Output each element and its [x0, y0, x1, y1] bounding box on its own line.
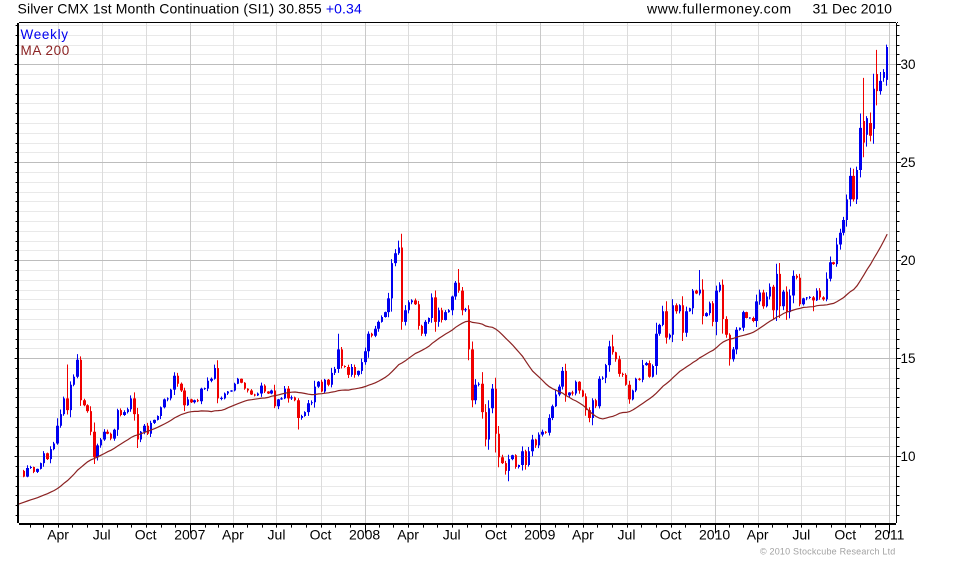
svg-text:Apr: Apr [397, 527, 419, 543]
svg-text:Jul: Jul [268, 527, 286, 543]
svg-text:Oct: Oct [834, 527, 856, 543]
svg-text:Oct: Oct [310, 527, 332, 543]
svg-text:Oct: Oct [660, 527, 682, 543]
svg-text:2009: 2009 [524, 527, 555, 543]
svg-text:10: 10 [901, 449, 916, 464]
svg-text:Silver CMX 1st Month Continuat: Silver CMX 1st Month Continuation (SI1) … [18, 1, 362, 17]
svg-text:Jul: Jul [443, 527, 461, 543]
svg-text:2010: 2010 [699, 527, 730, 543]
svg-text:2007: 2007 [174, 527, 205, 543]
svg-text:Jul: Jul [618, 527, 636, 543]
svg-text:Apr: Apr [747, 527, 769, 543]
svg-text:2011: 2011 [874, 527, 904, 543]
svg-text:Apr: Apr [47, 527, 69, 543]
svg-text:20: 20 [901, 253, 916, 268]
svg-text:Weekly: Weekly [21, 27, 69, 42]
svg-text:MA 200: MA 200 [21, 43, 70, 58]
svg-text:15: 15 [901, 351, 916, 366]
svg-text:Apr: Apr [222, 527, 244, 543]
svg-text:31 Dec 2010: 31 Dec 2010 [813, 1, 893, 17]
svg-text:Oct: Oct [485, 527, 507, 543]
svg-text:www.fullermoney.com: www.fullermoney.com [646, 1, 792, 17]
svg-text:25: 25 [901, 155, 916, 170]
svg-text:Oct: Oct [135, 527, 157, 543]
svg-text:Apr: Apr [572, 527, 594, 543]
svg-text:© 2010 Stockcube Research Ltd: © 2010 Stockcube Research Ltd [760, 547, 896, 557]
svg-text:Jul: Jul [93, 527, 111, 543]
svg-text:30: 30 [901, 57, 916, 72]
svg-text:2008: 2008 [349, 527, 380, 543]
svg-text:Jul: Jul [792, 527, 810, 543]
